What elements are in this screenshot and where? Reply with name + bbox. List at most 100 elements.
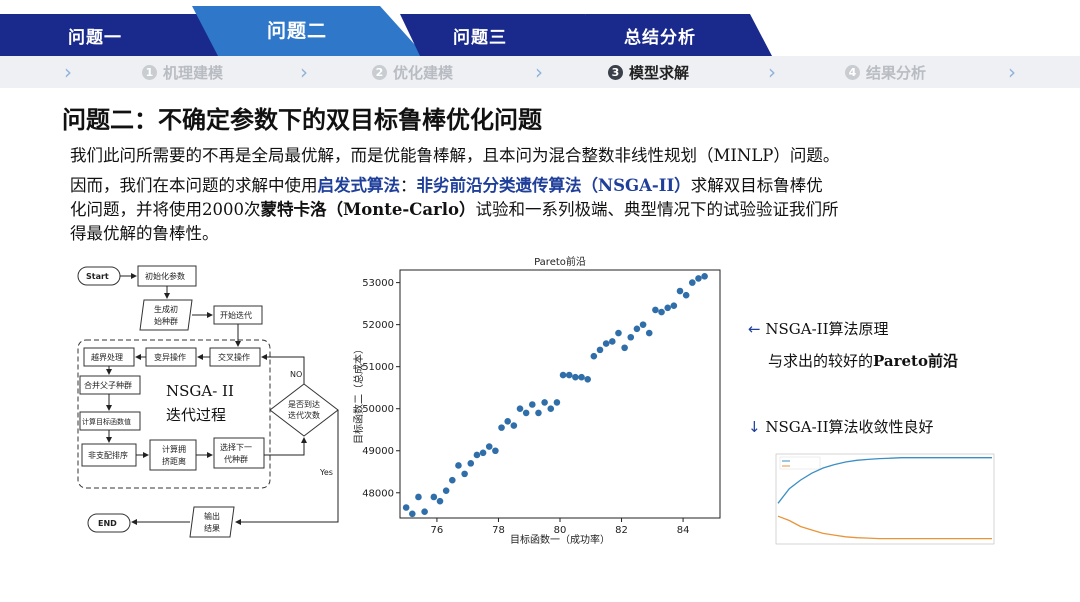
annotation-text: NSGA-II算法原理	[765, 320, 889, 338]
convergence-series-line	[777, 515, 992, 540]
condition-label-1: 是否到达	[288, 399, 320, 409]
condition-node	[269, 383, 339, 437]
annotation-text: NSGA-II算法收敛性良好	[765, 418, 934, 436]
chevron-right-icon: ›	[768, 60, 776, 84]
step-modeling[interactable]: 1 机理建模	[142, 62, 223, 82]
scatter-point	[572, 373, 579, 381]
chevron-right-icon: ›	[1008, 60, 1016, 84]
x-tick-label: 84	[677, 525, 690, 536]
chevron-right-icon: ›	[535, 60, 543, 84]
pareto-chart: Pareto前沿 目标函数一（成功率） 目标函数二（总成本） 76 78 80 82 8…	[352, 255, 721, 546]
scatter-point	[609, 338, 616, 345]
tab-problem-1[interactable]: 问题一	[20, 14, 170, 56]
y-tick-label: 53000	[362, 278, 394, 289]
chart-title: Pareto前沿	[534, 255, 586, 268]
annotation-principle: ← NSGA-II算法原理	[748, 318, 889, 339]
scatter-point	[498, 424, 505, 431]
paragraph-line-4: 得最优解的鲁棒性。	[70, 222, 219, 246]
tab-label: 问题二	[266, 19, 327, 42]
nsga-flowchart: Start 初始化参数 生成初 始种群 开始迭代 越界处理 变异操作 交叉操作 …	[77, 265, 339, 538]
tab-label: 总结分析	[624, 27, 696, 48]
scatter-point	[479, 449, 487, 457]
end-node	[87, 513, 131, 533]
nsga-title: NSGA- II	[166, 382, 234, 400]
highlight-nsga: 非劣前沿分类遗传算法（NSGA-II）	[416, 176, 691, 195]
paragraph-text: 得最优解的鲁棒性。	[70, 224, 219, 243]
step-analysis[interactable]: 4 结果分析	[845, 62, 926, 82]
scatter-point	[602, 340, 610, 347]
scatter-point	[467, 460, 475, 467]
paragraph-text: 求解双目标鲁棒优	[690, 176, 823, 195]
scatter-point	[701, 273, 708, 280]
step-optimization[interactable]: 2 优化建模	[372, 62, 453, 82]
paragraph-line-1: 我们此问所需要的不再是全局最优解，而是优能鲁棒解，且本问为混合整数非线性规划（M…	[70, 144, 839, 168]
tab-label: 问题一	[68, 27, 122, 48]
arrow-down-icon: ↓	[748, 418, 761, 436]
tab-summary[interactable]: 总结分析	[585, 14, 735, 56]
top-tab-bar: 问题一 问题二 问题三 总结分析	[0, 0, 1080, 56]
x-tick-label: 76	[431, 525, 444, 536]
scatter-point	[658, 308, 665, 316]
condition-label-2: 迭代次数	[288, 410, 320, 420]
annotation-text-bold: Pareto前沿	[873, 352, 958, 370]
scatter-point	[522, 409, 530, 417]
scatter-point	[402, 504, 410, 511]
output-label-1: 输出	[204, 511, 220, 521]
init-label: 初始化参数	[145, 271, 185, 281]
tab-problem-3[interactable]: 问题三	[405, 14, 555, 56]
scatter-point	[461, 470, 468, 478]
paragraph-text: 试验和一系列极端、典型情况下的试验验证我们所	[475, 200, 839, 219]
scatter-point	[664, 304, 671, 312]
scatter-point	[639, 321, 647, 328]
chevron-right-icon: ›	[300, 60, 308, 84]
nondom-label: 非支配排序	[88, 450, 128, 460]
scatter-point	[670, 302, 678, 310]
step-label: 机理建模	[163, 63, 224, 82]
convergence-chart	[775, 453, 995, 545]
tab-problem-2[interactable]: 问题二	[222, 6, 372, 52]
chevron-right-icon: ›	[64, 60, 72, 84]
begin-iter-label: 开始迭代	[220, 310, 252, 320]
x-tick-label: 80	[554, 525, 567, 536]
scatter-point	[584, 375, 591, 383]
merge-node	[79, 375, 141, 395]
elite-label: 越界处理	[91, 352, 123, 362]
y-tick-label: 52000	[362, 320, 394, 331]
step-nav: › 1 机理建模 › 2 优化建模 › 3 模型求解 › 4 结果分析 ›	[0, 56, 1080, 88]
crowd-label-2: 挤距离	[162, 456, 186, 466]
scatter-point	[529, 401, 536, 408]
mutation-label: 变异操作	[154, 352, 186, 362]
scatter-point	[547, 405, 555, 413]
crowd-label-1: 计算拥	[162, 444, 186, 454]
scatter-point	[596, 346, 604, 354]
scatter-point	[436, 497, 444, 505]
step-number: 1	[142, 64, 157, 80]
scatter-point	[492, 447, 499, 455]
scatter-point	[621, 344, 628, 352]
scatter-point	[449, 476, 456, 484]
merge-label: 合并父子种群	[84, 380, 132, 390]
step-number: 2	[372, 64, 387, 80]
scatter-point	[578, 373, 585, 381]
step-solving[interactable]: 3 模型求解	[608, 62, 689, 82]
select-node	[213, 437, 265, 469]
gen-label-2: 始种群	[154, 316, 178, 326]
output-label-2: 结果	[204, 523, 220, 533]
y-tick-label: 50000	[362, 404, 394, 415]
scatter-point	[409, 510, 416, 518]
page-title: 问题二：不确定参数下的双目标鲁棒优化问题	[62, 106, 542, 134]
annotation-pareto: 与求出的较好的Pareto前沿	[768, 350, 958, 371]
dashed-iter-box	[77, 339, 271, 489]
output-node	[189, 506, 235, 538]
scatter-point	[442, 487, 450, 494]
scatter-point	[615, 329, 622, 337]
gen-population-node	[139, 299, 193, 331]
select-label-2: 代种群	[224, 454, 248, 464]
step-number: 3	[608, 64, 623, 80]
scatter-point	[645, 329, 653, 337]
scatter-point	[421, 508, 428, 515]
gen-label-1: 生成初	[154, 304, 178, 314]
flow-arrow	[261, 354, 305, 384]
plot-frame	[399, 269, 721, 519]
no-label: NO	[290, 370, 302, 379]
